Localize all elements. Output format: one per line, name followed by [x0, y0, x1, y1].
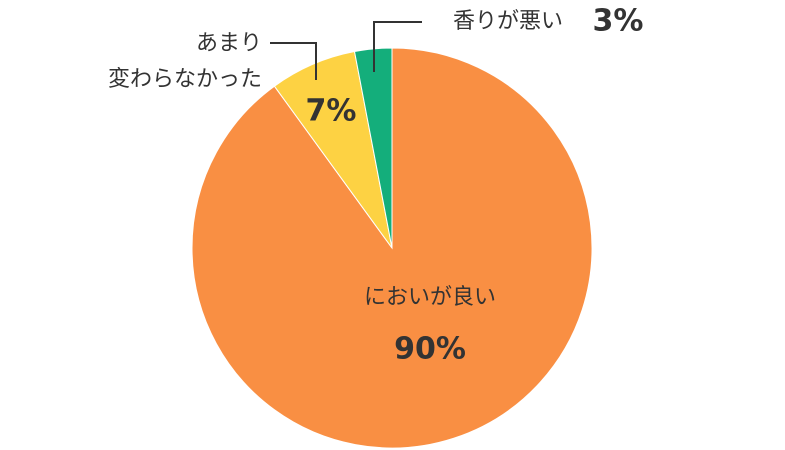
value-label: 90% [394, 332, 466, 367]
slice-label: においが良い [364, 285, 496, 310]
value-label: 3% [593, 4, 644, 39]
slice-label: 香りが悪い [453, 9, 563, 34]
leader-line [270, 42, 317, 80]
leader-line [373, 21, 422, 72]
value-label: 7% [306, 94, 357, 129]
slice-label: あまり 変わらなかった [107, 31, 262, 92]
